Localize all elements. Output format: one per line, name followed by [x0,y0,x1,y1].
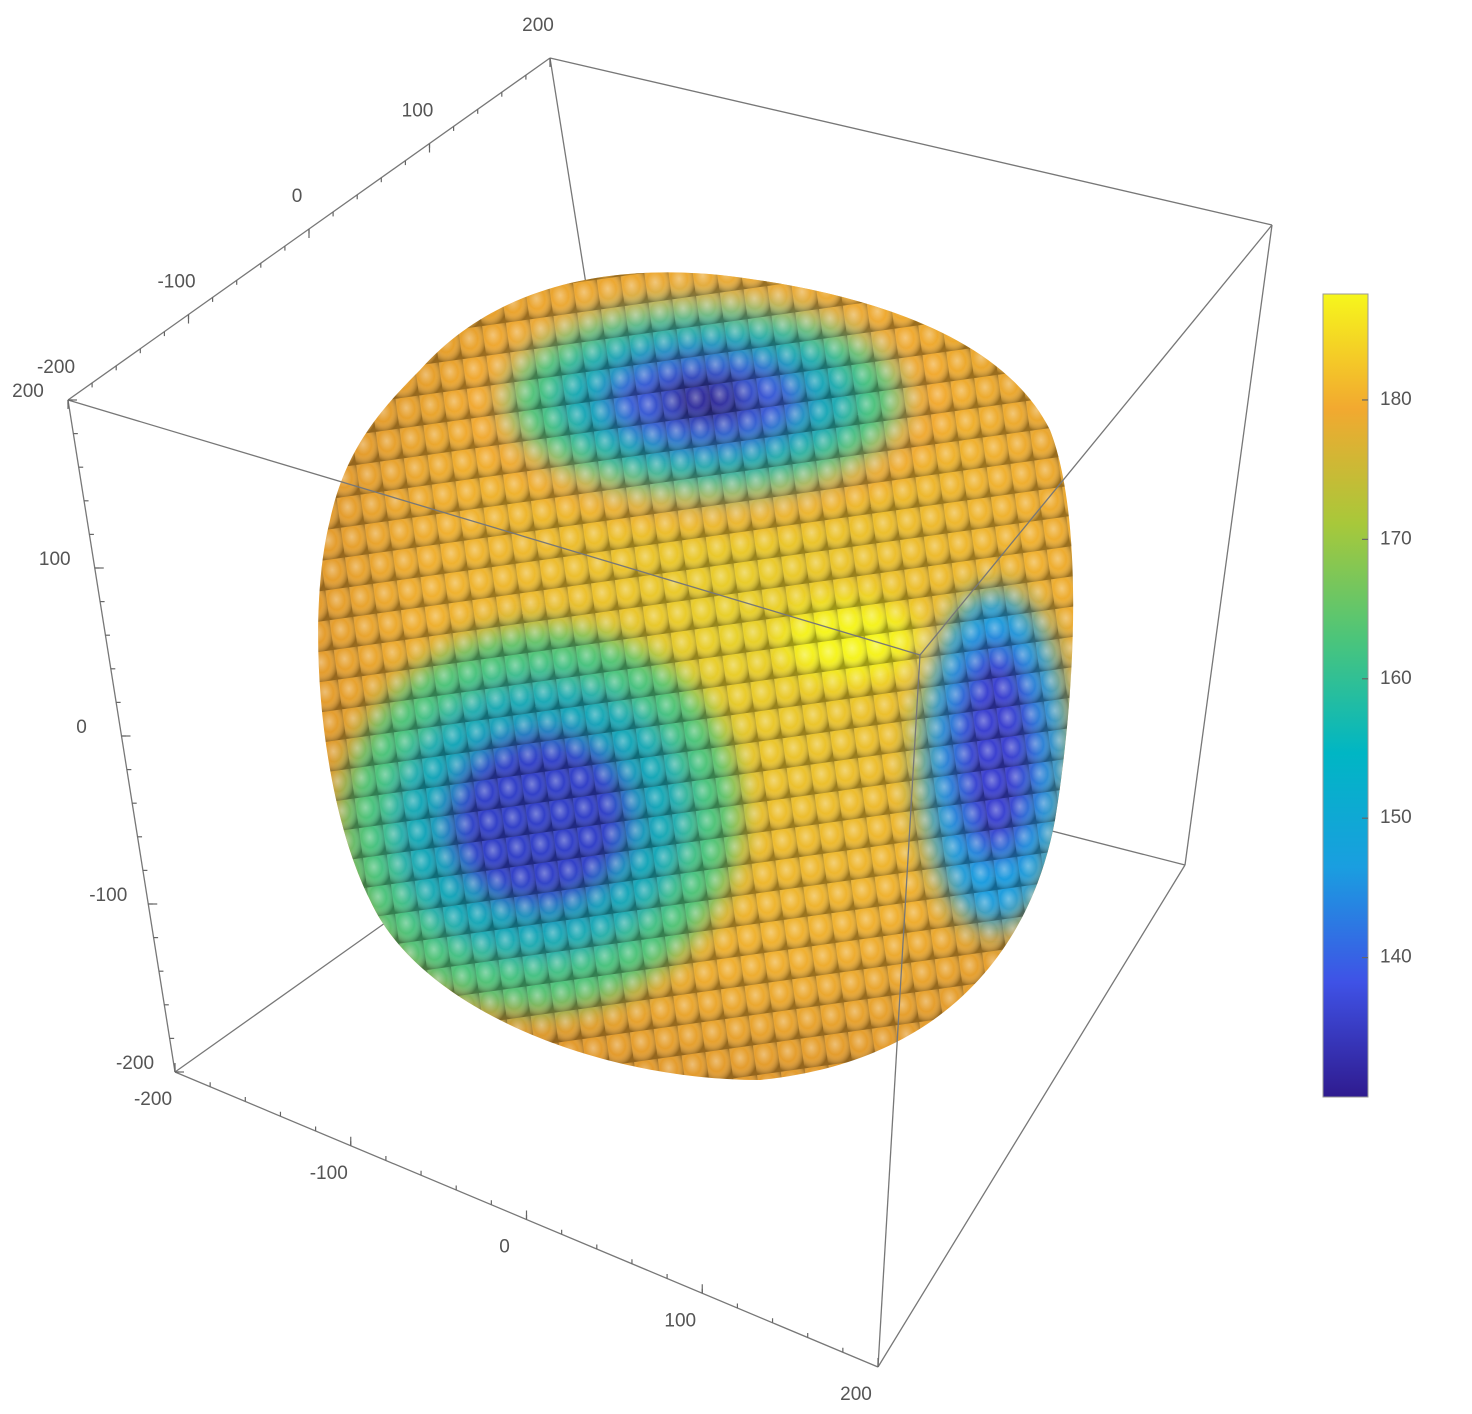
tick-label: 0 [76,717,87,738]
tick-label: 200 [840,1384,872,1405]
tick-label: -200 [134,1089,172,1110]
tick-label: 200 [12,381,44,402]
tick-label: -200 [37,357,75,378]
colorbar-tick-label: 160 [1380,668,1412,689]
box-front [67,57,1273,1368]
tick-label: -100 [310,1163,348,1184]
colorbar-tick-label: 170 [1380,528,1412,549]
surface [318,272,1074,1080]
tick-label: -200 [116,1053,154,1074]
tick-label: 200 [522,15,554,36]
tick-label: 0 [499,1237,510,1258]
tick-label: 0 [292,186,303,207]
tick-label: -100 [89,885,127,906]
colorbar-tick-label: 140 [1380,947,1412,968]
colorbar-tick-label: 180 [1380,389,1412,410]
colorbar [1322,293,1369,1098]
tick-label: 100 [39,549,71,570]
tick-label: 100 [402,101,434,122]
tick-label: 100 [664,1310,696,1331]
colorbar-tick-label: 150 [1380,807,1412,828]
tick-label: -100 [157,272,195,293]
